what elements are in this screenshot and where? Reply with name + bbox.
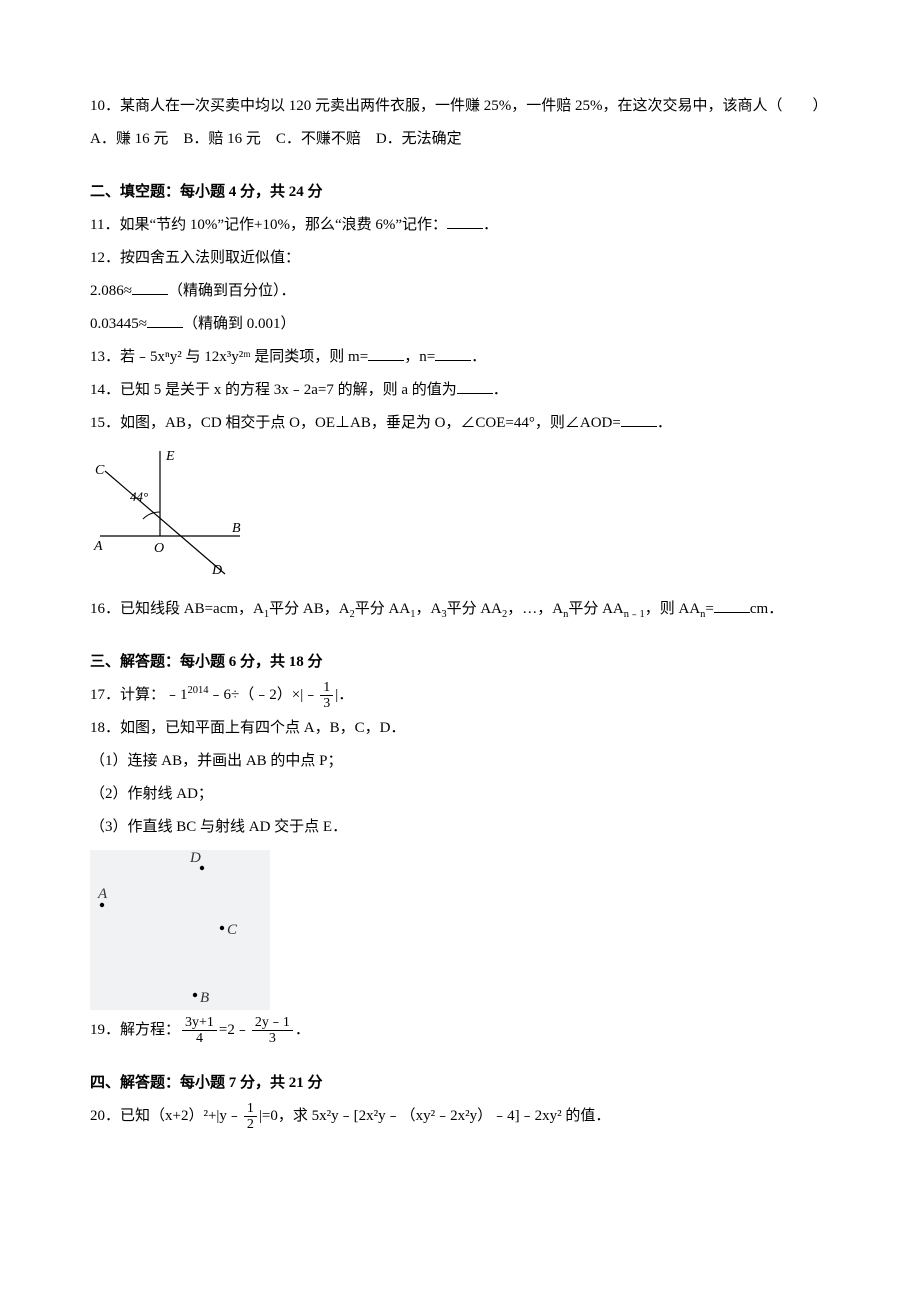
svg-text:A: A — [93, 539, 103, 554]
svg-text:B: B — [200, 990, 209, 1006]
q18-part2: （2）作射线 AD； — [90, 778, 830, 811]
q18-figure: A B C D — [90, 850, 830, 1010]
q12b-blank — [132, 280, 168, 295]
svg-text:44°: 44° — [130, 489, 148, 504]
svg-text:O: O — [154, 541, 164, 556]
q10-stem: 10．某商人在一次买卖中均以 120 元卖出两件衣服，一件赚 25%，一件赔 2… — [90, 90, 830, 123]
q19-f1n: 3y+1 — [182, 1015, 217, 1030]
q12-part1: 2.086≈ （精确到百分位）． — [90, 275, 830, 308]
q13: 13．若﹣5xⁿy² 与 12x³y²ᵐ 是同类项，则 m= ，n= ． — [90, 341, 830, 374]
svg-text:C: C — [227, 922, 238, 938]
q12b-post: （精确到百分位）． — [168, 283, 296, 299]
q20-num: 1 — [244, 1101, 257, 1116]
q13-mid: ，n= — [404, 349, 435, 365]
q16-e: 平分 AA — [447, 601, 502, 617]
q19-mid: =2﹣ — [219, 1022, 250, 1038]
q16-a: 16．已知线段 AB=acm，A — [90, 601, 264, 617]
q17: 17．计算：﹣12014﹣6÷（﹣2）×|﹣13|． — [90, 679, 830, 712]
q13-blank-n — [435, 346, 471, 361]
q20-fraction: 12 — [244, 1101, 257, 1133]
section-2-heading: 二、填空题：每小题 4 分，共 24 分 — [90, 176, 830, 209]
q19: 19．解方程：3y+14=2﹣2y﹣13． — [90, 1014, 830, 1047]
q15-blank — [621, 412, 657, 427]
q18-part1: （1）连接 AB，并画出 AB 的中点 P； — [90, 745, 830, 778]
q20-den: 2 — [244, 1116, 257, 1132]
q17-mid: ﹣6÷（﹣2）×|﹣ — [209, 687, 319, 703]
q15: 15．如图，AB，CD 相交于点 O，OE⊥AB，垂足为 O，∠COE=44°，… — [90, 407, 830, 440]
q16-f: ，…，A — [507, 601, 563, 617]
q20: 20．已知（x+2）²+|y﹣12|=0，求 5x²y﹣[2x²y﹣（xy²﹣2… — [90, 1100, 830, 1133]
points-diagram-icon: A B C D — [90, 850, 270, 1010]
section-3-heading: 三、解答题：每小题 6 分，共 18 分 — [90, 646, 830, 679]
q11: 11．如果“节约 10%”记作+10%，那么“浪费 6%”记作： ． — [90, 209, 830, 242]
q12-intro: 12．按四舍五入法则取近似值： — [90, 242, 830, 275]
q19-fraction-2: 2y﹣13 — [252, 1015, 293, 1047]
q18-part3: （3）作直线 BC 与射线 AD 交于点 E． — [90, 811, 830, 844]
q16-i: = — [705, 601, 713, 617]
q16-b: 平分 AB，A — [269, 601, 349, 617]
q12c-pre: 0.03445≈ — [90, 316, 147, 332]
q13-pre: 13．若﹣5xⁿy² 与 12x³y²ᵐ 是同类项，则 m= — [90, 349, 368, 365]
svg-text:D: D — [189, 850, 201, 866]
q12-part2: 0.03445≈ （精确到 0.001） — [90, 308, 830, 341]
q17-den: 3 — [320, 695, 333, 711]
q19-pre: 19．解方程： — [90, 1022, 180, 1038]
q16-blank — [714, 598, 750, 613]
svg-text:D: D — [211, 563, 222, 576]
q20-post: |=0，求 5x²y﹣[2x²y﹣（xy²﹣2x²y）﹣4]﹣2xy² 的值． — [259, 1108, 610, 1124]
q11-blank — [447, 214, 483, 229]
q17-num: 1 — [320, 680, 333, 695]
svg-text:A: A — [97, 886, 108, 902]
q17-exp: 2014 — [188, 685, 209, 696]
q17-fraction: 13 — [320, 680, 333, 712]
q11-text: 11．如果“节约 10%”记作+10%，那么“浪费 6%”记作： — [90, 217, 447, 233]
q16-g: 平分 AA — [568, 601, 623, 617]
q14-pre: 14．已知 5 是关于 x 的方程 3x﹣2a=7 的解，则 a 的值为 — [90, 382, 457, 398]
q13-blank-m — [368, 346, 404, 361]
q20-pre: 20．已知（x+2）²+|y﹣ — [90, 1108, 242, 1124]
q16-j: cm． — [750, 601, 783, 617]
section-4-heading: 四、解答题：每小题 7 分，共 21 分 — [90, 1067, 830, 1100]
q19-f2n: 2y﹣1 — [252, 1015, 293, 1030]
q14: 14．已知 5 是关于 x 的方程 3x﹣2a=7 的解，则 a 的值为 ． — [90, 374, 830, 407]
q11-tail: ． — [483, 217, 498, 233]
svg-text:C: C — [95, 463, 105, 478]
q16-h: ，则 AA — [645, 601, 700, 617]
svg-text:B: B — [232, 521, 241, 536]
q16-c: 平分 AA — [355, 601, 410, 617]
q19-f2d: 3 — [252, 1030, 293, 1046]
q19-post: ． — [295, 1022, 310, 1038]
angle-diagram-icon: 44° E C A B O D — [90, 446, 250, 576]
q19-f1d: 4 — [182, 1030, 217, 1046]
q15-post: ． — [657, 415, 672, 431]
svg-text:E: E — [165, 449, 175, 464]
q13-post: ． — [471, 349, 486, 365]
q12c-blank — [147, 313, 183, 328]
q16: 16．已知线段 AB=acm，A1平分 AB，A2平分 AA1，A3平分 AA2… — [90, 593, 830, 626]
q17-post: |． — [335, 687, 353, 703]
q10-options: A．赚 16 元 B．赔 16 元 C．不赚不赔 D．无法确定 — [90, 123, 830, 156]
q15-pre: 15．如图，AB，CD 相交于点 O，OE⊥AB，垂足为 O，∠COE=44°，… — [90, 415, 621, 431]
q12c-post: （精确到 0.001） — [183, 316, 296, 332]
q18-stem: 18．如图，已知平面上有四个点 A，B，C，D． — [90, 712, 830, 745]
q17-pre: 17．计算：﹣1 — [90, 687, 188, 703]
q15-figure: 44° E C A B O D — [90, 446, 830, 589]
q19-fraction-1: 3y+14 — [182, 1015, 217, 1047]
q14-post: ． — [493, 382, 508, 398]
q16-d: ，A — [415, 601, 441, 617]
q14-blank — [457, 379, 493, 394]
q12b-pre: 2.086≈ — [90, 283, 132, 299]
